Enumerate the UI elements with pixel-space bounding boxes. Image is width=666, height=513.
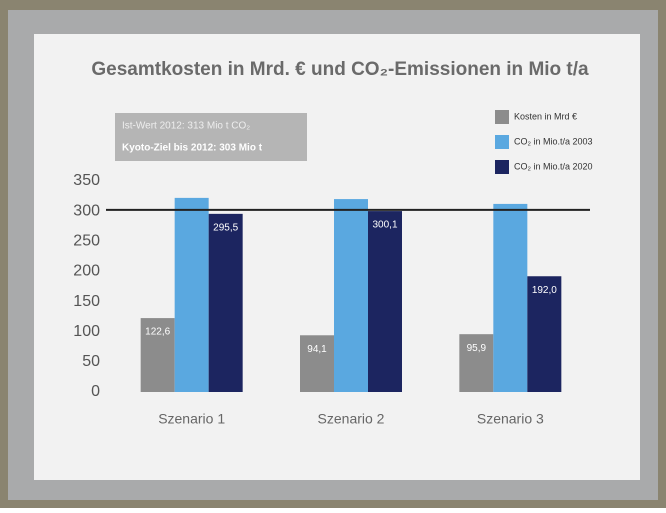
bar — [368, 211, 402, 392]
y-tick-label: 0 — [91, 383, 100, 400]
data-label: 295,5 — [213, 222, 238, 233]
data-label: 94,1 — [307, 344, 327, 355]
chart: Gesamtkosten in Mrd. € und CO₂-Emissione… — [0, 0, 666, 508]
y-tick-label: 100 — [73, 323, 100, 340]
data-label: 300,1 — [372, 220, 397, 231]
legend-label: Kosten in Mrd € — [514, 111, 577, 121]
legend-label: CO₂ in Mio.t/a 2003 — [514, 136, 593, 146]
y-tick-label: 50 — [82, 353, 100, 370]
bar — [334, 199, 368, 392]
legend-swatch — [495, 135, 509, 149]
y-tick-label: 350 — [73, 172, 100, 189]
annotation: Kyoto-Ziel bis 2012: 303 Mio t — [122, 143, 263, 154]
legend-swatch — [495, 110, 509, 124]
x-tick-label: Szenario 1 — [158, 411, 225, 427]
x-tick-label: Szenario 2 — [318, 411, 385, 427]
annotation: Ist-Wert 2012: 313 Mio t CO₂ — [122, 121, 250, 132]
legend-swatch — [495, 160, 509, 174]
y-tick-label: 200 — [73, 263, 100, 280]
bar — [209, 214, 243, 392]
legend-label: CO₂ in Mio.t/a 2020 — [514, 161, 593, 171]
bar — [493, 204, 527, 392]
y-tick-label: 250 — [73, 233, 100, 250]
chart-title: Gesamtkosten in Mrd. € und CO₂-Emissione… — [91, 59, 589, 80]
data-label: 95,9 — [467, 343, 487, 354]
bar — [175, 198, 209, 392]
y-tick-label: 150 — [73, 293, 100, 310]
data-label: 192,0 — [532, 285, 557, 296]
x-tick-label: Szenario 3 — [477, 411, 544, 427]
data-label: 122,6 — [145, 327, 170, 338]
y-tick-label: 300 — [73, 202, 100, 219]
